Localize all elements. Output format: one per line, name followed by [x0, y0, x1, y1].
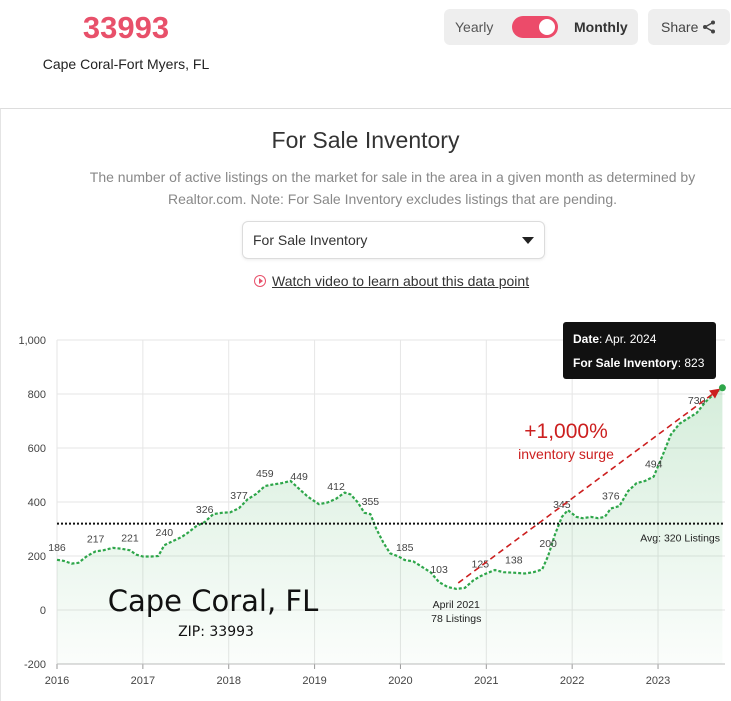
overlay-zip: ZIP: 33993 — [178, 624, 254, 640]
tooltip-date-row: Date: Apr. 2024 — [573, 332, 657, 346]
tooltip-metric-value: 823 — [684, 356, 704, 370]
watch-video-link[interactable]: Watch video to learn about this data poi… — [254, 273, 529, 289]
latest-point — [718, 384, 726, 392]
y-tick-label: 800 — [28, 389, 46, 401]
data-label: 377 — [230, 490, 248, 502]
tooltip-date-sep: : — [599, 332, 605, 346]
tooltip-date-value: Apr. 2024 — [605, 332, 657, 346]
data-label: 459 — [256, 468, 274, 480]
y-tick-label: 200 — [28, 551, 46, 563]
tooltip: Date: Apr. 2024 For Sale Inventory: 823 — [563, 322, 716, 379]
yearly-option[interactable]: Yearly — [455, 19, 494, 35]
y-tick-label: 1,000 — [18, 335, 46, 347]
surge-arrow — [457, 388, 721, 584]
share-icon — [703, 20, 715, 34]
x-tick-label: 2022 — [560, 675, 584, 687]
x-tick-label: 2018 — [216, 675, 240, 687]
metric-select[interactable]: For Sale Inventory — [242, 221, 545, 259]
data-label: 125 — [472, 558, 490, 570]
data-label: 326 — [196, 504, 214, 516]
x-tick-label: 2021 — [474, 675, 498, 687]
data-label: 345 — [553, 499, 571, 511]
low-point-date: April 2021 — [433, 599, 480, 611]
y-tick-label: 400 — [28, 497, 46, 509]
watch-video-text: Watch video to learn about this data poi… — [272, 273, 530, 289]
data-label: 103 — [430, 564, 448, 576]
chart-panel — [0, 108, 731, 701]
data-label: 412 — [327, 481, 345, 493]
data-label: 186 — [48, 542, 66, 554]
data-label: 217 — [87, 533, 105, 545]
data-label: 355 — [362, 496, 380, 508]
tooltip-metric-row: For Sale Inventory: 823 — [573, 356, 705, 370]
low-point-value: 78 Listings — [431, 613, 481, 625]
y-tick-label: -200 — [24, 659, 46, 671]
data-label: 449 — [290, 471, 308, 483]
x-tick-label: 2020 — [388, 675, 412, 687]
average-label: Avg: 320 Listings — [640, 533, 720, 545]
tooltip-date-label: Date — [573, 332, 599, 346]
y-tick-label: 0 — [40, 605, 46, 617]
data-label: 730 — [688, 395, 706, 407]
monthly-option[interactable]: Monthly — [574, 19, 628, 35]
metro-name: Cape Coral-Fort Myers, FL — [42, 56, 210, 72]
x-tick-label: 2023 — [646, 675, 670, 687]
x-tick-label: 2019 — [302, 675, 326, 687]
tooltip-metric-sep: : — [678, 356, 685, 370]
data-label: 200 — [539, 538, 557, 550]
data-label: 494 — [645, 459, 663, 471]
data-label: 240 — [156, 527, 174, 539]
tooltip-metric-label: For Sale Inventory — [573, 356, 678, 370]
caret-down-icon — [522, 237, 534, 244]
surge-caption: inventory surge — [518, 446, 614, 462]
play-circle-icon — [254, 275, 266, 287]
data-label: 376 — [602, 490, 620, 502]
tooltip-box — [563, 322, 716, 379]
chart-title: For Sale Inventory — [271, 127, 460, 153]
metric-select-value: For Sale Inventory — [253, 232, 368, 248]
period-toggle: Yearly Monthly — [444, 9, 638, 45]
data-label: 185 — [396, 542, 414, 554]
x-tick-label: 2016 — [45, 675, 69, 687]
period-switch[interactable] — [512, 16, 558, 38]
y-tick-label: 600 — [28, 443, 46, 455]
x-tick-label: 2017 — [131, 675, 155, 687]
switch-knob — [539, 19, 555, 35]
surge-percent: +1,000% — [524, 420, 608, 443]
data-label: 221 — [121, 532, 139, 544]
chart-description: The number of active listings on the mar… — [89, 169, 696, 207]
share-button[interactable]: Share — [648, 9, 730, 45]
series-area — [57, 387, 723, 664]
series-line — [56, 386, 724, 590]
zip-code-title: 33993 — [82, 10, 170, 45]
data-label: 138 — [505, 555, 523, 567]
overlay-city: Cape Coral, FL — [108, 584, 319, 618]
share-label: Share — [661, 19, 699, 35]
